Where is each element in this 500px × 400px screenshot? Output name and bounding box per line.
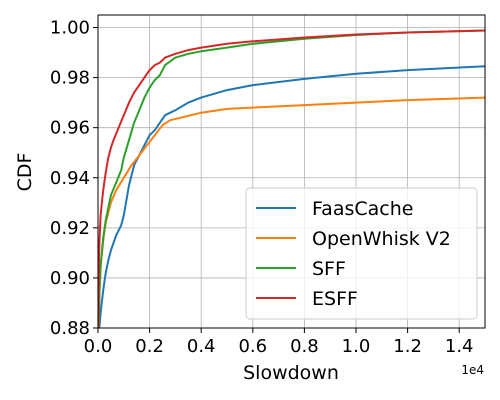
series-line-0 xyxy=(98,65,485,328)
y-axis-label: CDF xyxy=(14,153,36,192)
series-group xyxy=(98,29,485,328)
x-tick-label: 1.2 xyxy=(393,336,422,357)
y-tick-label: 0.92 xyxy=(50,218,90,239)
legend-label: OpenWhisk V2 xyxy=(312,228,451,250)
x-tick-label: 1.0 xyxy=(342,336,371,357)
legend-entries: FaasCache OpenWhisk V2 SFF ESFF xyxy=(256,198,451,310)
plot-frame xyxy=(97,14,486,329)
y-tick-label: 1.00 xyxy=(50,18,90,39)
y-tick-label: 0.94 xyxy=(50,168,90,189)
series-line-2 xyxy=(98,29,485,328)
legend-frame xyxy=(245,187,478,320)
x-offset-label: 1e4 xyxy=(461,363,484,377)
x-tick-label: 1.4 xyxy=(445,336,474,357)
legend: FaasCache OpenWhisk V2 SFF ESFF xyxy=(245,187,478,320)
legend-label: FaasCache xyxy=(312,198,413,220)
grid xyxy=(97,15,485,329)
series-line-3 xyxy=(98,29,485,328)
x-tick-label: 0.0 xyxy=(84,336,113,357)
x-tick-label: 0.6 xyxy=(238,336,267,357)
x-tick-label: 0.4 xyxy=(187,336,216,357)
y-tick-label: 0.90 xyxy=(50,268,90,289)
ticks: 0.0 0.2 0.4 0.6 0.8 1.0 1.2 1.4 0.88 0.90 0.92 0.94… xyxy=(50,18,474,357)
x-tick-label: 0.8 xyxy=(290,336,319,357)
x-tick-label: 0.2 xyxy=(135,336,164,357)
y-tick-label: 0.96 xyxy=(50,118,90,139)
x-axis-label: Slowdown xyxy=(243,362,339,384)
y-tick-label: 0.98 xyxy=(50,68,90,89)
legend-label: ESFF xyxy=(312,288,358,310)
y-tick-label: 0.88 xyxy=(50,318,90,339)
legend-label: SFF xyxy=(312,258,346,280)
